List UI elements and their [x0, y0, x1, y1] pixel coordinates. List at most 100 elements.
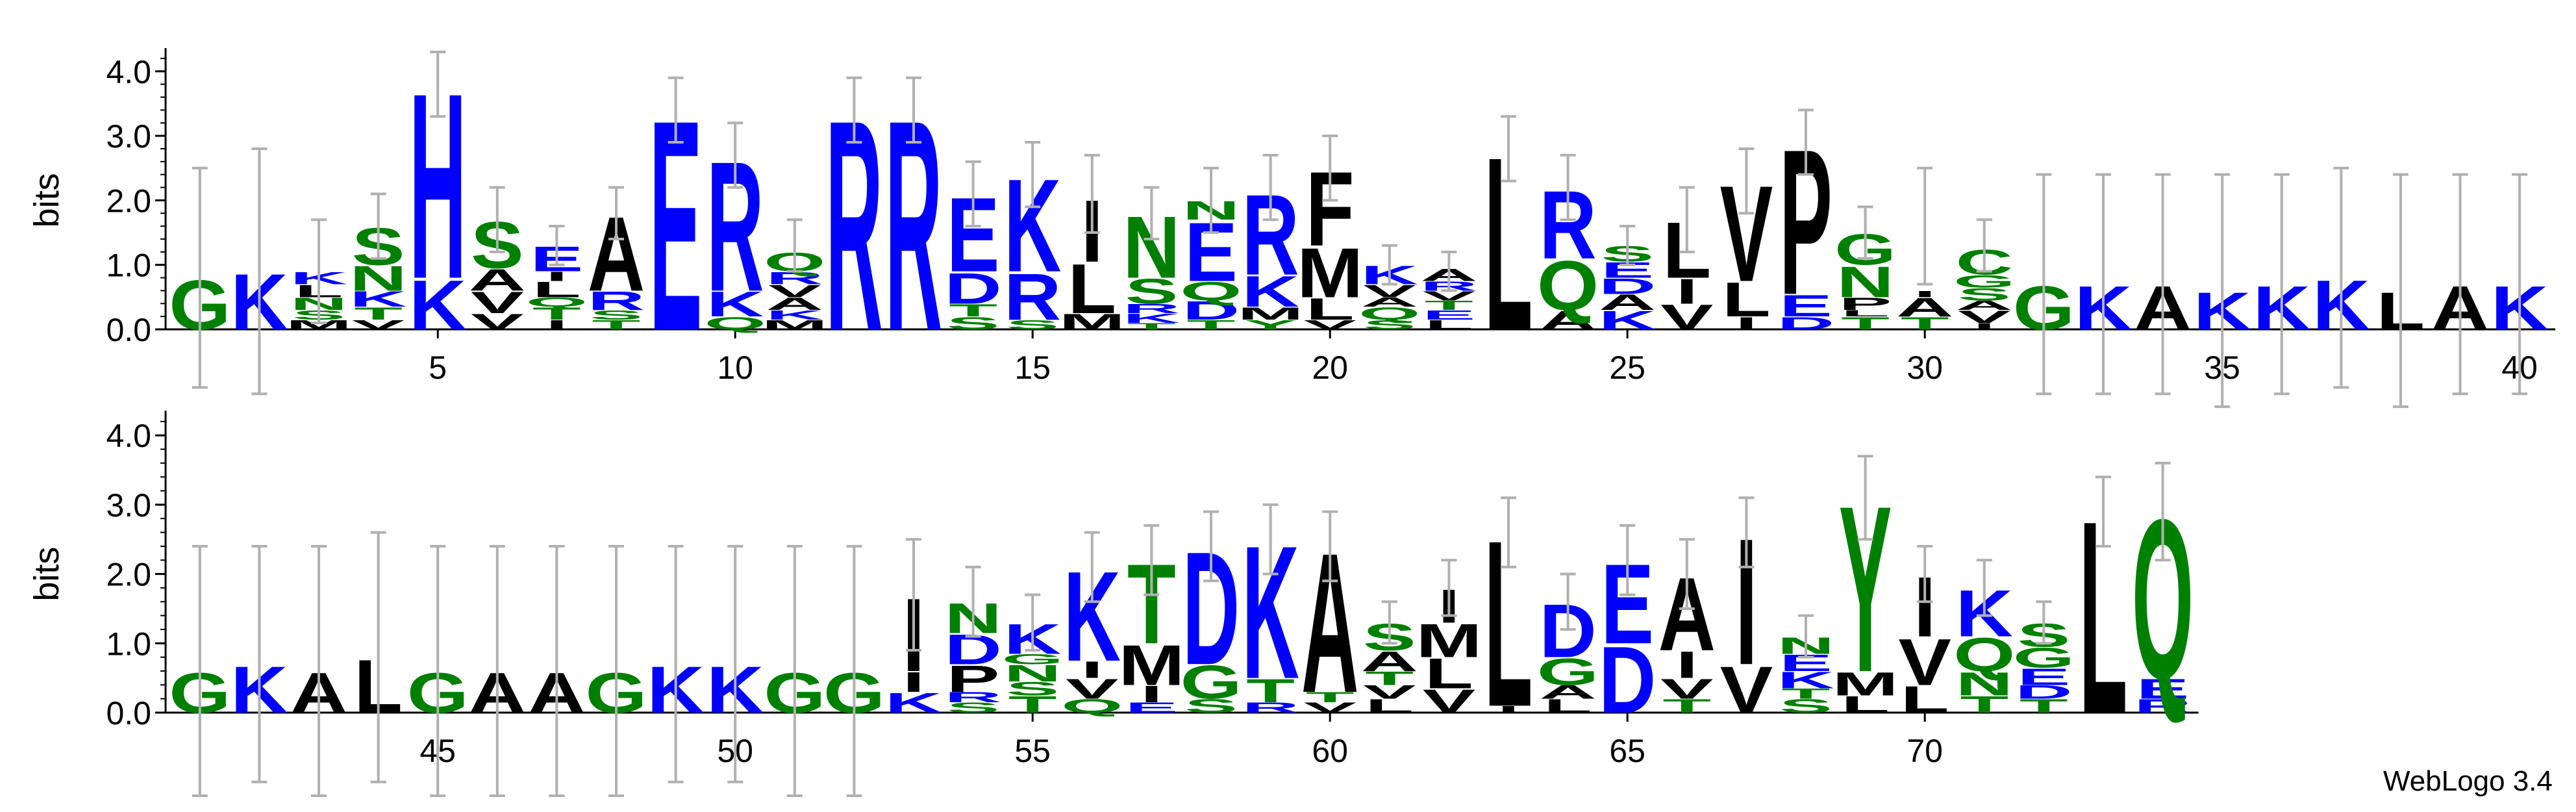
x-tick-label: 25 — [1609, 349, 1645, 386]
logo-letter-M: M — [1297, 233, 1363, 312]
logo-letter-I: I — [1914, 289, 1936, 299]
logo-letter-A: A — [1599, 290, 1656, 315]
x-tick-label: 20 — [1312, 349, 1348, 386]
y-tick-label: 0.0 — [106, 695, 151, 731]
logo-letter-A: A — [469, 262, 526, 297]
logo-letter-N: N — [1956, 665, 2013, 702]
logo-letter-T: T — [1187, 318, 1236, 333]
logo-letter-I: I — [1676, 272, 1698, 311]
logo-letter-V: V — [1303, 318, 1357, 333]
logo-letter-S: S — [947, 313, 1000, 333]
logo-letter-R: R — [1004, 260, 1061, 334]
logo-letter-I: I — [1140, 681, 1162, 707]
logo-letter-L: L — [1841, 691, 1890, 718]
logo-letter-V: V — [1720, 652, 1773, 726]
logo-letter-V: V — [1303, 700, 1357, 716]
logo-letter-T: T — [1008, 691, 1057, 718]
logo-letter-Q: Q — [1537, 246, 1599, 325]
logo-letter-L: L — [1722, 273, 1771, 327]
logo-letter-T: T — [1901, 313, 1949, 333]
logo-letter-E: E — [2136, 674, 2190, 705]
logo-letter-L: L — [1306, 292, 1355, 326]
logo-letter-L: L — [1068, 249, 1116, 328]
y-axis-label: bits — [27, 547, 66, 602]
y-tick-label: 3.0 — [106, 118, 151, 155]
logo-letter-T: T — [1127, 322, 1176, 331]
logo-letter-A: A — [766, 294, 823, 314]
logo-letter-S: S — [1125, 272, 1179, 311]
logo-letter-E: E — [2018, 664, 2071, 691]
logo-letter-G: G — [1953, 272, 2015, 291]
logo-letter-V: V — [1660, 674, 1714, 705]
logo-letter-A: A — [1361, 646, 1418, 678]
logo-letter-S: S — [1958, 285, 2011, 304]
logo-letter-D: D — [2015, 681, 2072, 703]
logo-letter-V: V — [1898, 625, 1951, 699]
y-tick-label: 2.0 — [106, 183, 151, 219]
logo-letter-S: S — [1363, 318, 1416, 333]
logo-letter-D: D — [1599, 274, 1656, 299]
logo-letter-T: T — [1782, 686, 1831, 702]
logo-letter-S: S — [947, 700, 1000, 716]
logo-letter-I: I — [1973, 322, 1995, 331]
logo-letter-K: K — [885, 687, 942, 719]
logo-letter-N: N — [1836, 257, 1894, 306]
logo-letter-G: G — [1537, 651, 1599, 693]
logo-letter-L: L — [1365, 696, 1414, 717]
x-tick-label: 5 — [429, 349, 447, 386]
logo-letter-T: T — [1960, 691, 2008, 718]
logo-letter-K: K — [349, 287, 406, 312]
logo-letter-T: T — [1306, 689, 1355, 705]
x-tick-label: 65 — [1609, 733, 1645, 769]
y-axis-label: bits — [27, 173, 66, 227]
logo-letter-I: I — [545, 318, 568, 333]
logo-letter-V: V — [768, 281, 821, 301]
logo-letter-V: V — [352, 318, 405, 333]
logo-letter-I: I — [545, 269, 568, 284]
logo-letter-I: I — [1081, 657, 1103, 683]
logo-letter-M: M — [1238, 304, 1304, 324]
y-tick-label: 1.0 — [106, 247, 151, 284]
logo-letter-V: V — [1363, 681, 1416, 703]
logo-letter-T: T — [592, 318, 641, 333]
logo-letter-N: N — [349, 259, 406, 299]
logo-letter-T: T — [1662, 696, 1711, 717]
logo-letter-M: M — [1118, 633, 1184, 697]
logo-letter-V: V — [1423, 288, 1476, 303]
logo-letter-T: T — [354, 304, 403, 324]
logo-letter-D: D — [1599, 627, 1656, 733]
logo-letter-S: S — [1184, 696, 1238, 717]
logo-letter-K: K — [409, 265, 466, 344]
y-tick-label: 0.0 — [106, 312, 151, 348]
y-tick-label: 4.0 — [106, 54, 151, 90]
x-tick-label: 70 — [1907, 733, 1943, 769]
logo-letter-T: T — [2020, 696, 2068, 717]
logo-letter-V: V — [471, 310, 524, 335]
logo-letter-K: K — [1242, 266, 1299, 316]
logo-letter-L: L — [1544, 696, 1592, 717]
logo-letter-E: E — [1423, 308, 1476, 323]
logo-letter-R: R — [1242, 700, 1299, 716]
logo-letter-T: T — [949, 301, 997, 320]
logo-letter-L: L — [1901, 679, 1949, 721]
logo-letter-T: T — [1425, 298, 1473, 313]
x-tick-label: 15 — [1014, 349, 1051, 386]
logo-letter-V: V — [471, 285, 524, 320]
logo-letter-G: G — [1002, 651, 1064, 667]
logo-letter-V: V — [1423, 683, 1476, 720]
logo-letter-R: R — [1123, 301, 1180, 316]
logo-letter-R: R — [588, 286, 645, 316]
logo-letter-K: K — [1777, 667, 1834, 694]
logo-letter-V: V — [1066, 674, 1119, 705]
logo-letter-N: N — [1004, 660, 1061, 687]
x-tick-label: 30 — [1907, 349, 1943, 386]
logo-letter-G: G — [2013, 642, 2075, 674]
x-tick-label: 55 — [1014, 733, 1051, 769]
logo-letter-K: K — [1599, 305, 1656, 335]
y-tick-label: 4.0 — [106, 418, 151, 454]
logo-letter-M: M — [1416, 615, 1482, 667]
logo-letter-A: A — [1539, 681, 1596, 703]
logo-letter-V: V — [1958, 307, 2011, 327]
y-tick-label: 3.0 — [106, 487, 151, 524]
logo-letter-D: D — [1182, 296, 1240, 325]
